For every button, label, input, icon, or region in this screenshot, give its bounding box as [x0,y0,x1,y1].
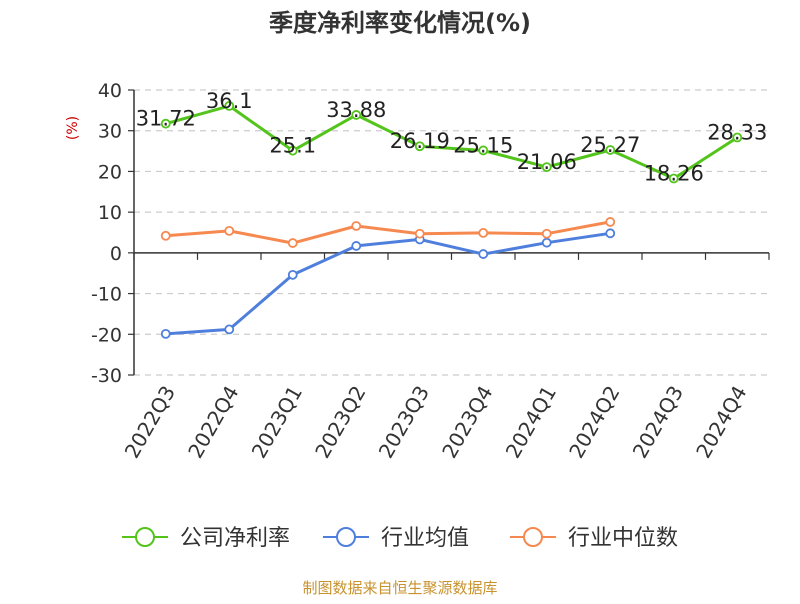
data-point [160,230,171,241]
data-point [351,241,362,251]
x-tick-label: 2023Q1 [247,382,307,463]
data-point [160,328,171,339]
data-point [224,324,235,335]
data-point [605,228,616,239]
data-point [478,249,489,259]
y-tick-label: -20 [91,324,122,346]
series-layer [160,100,743,339]
data-label: 21.06 [517,150,577,174]
y-axis-label: (%) [65,116,81,140]
chart-source: 制图数据来自恒生聚源数据库 [302,579,497,597]
data-label: 25.27 [580,133,640,157]
x-tick-label: 2023Q2 [310,382,370,463]
legend-label: 公司净利率 [180,526,290,551]
legend-label: 行业均值 [381,526,469,551]
data-point [414,141,425,152]
data-label: 25.1 [269,134,316,158]
data-point [668,173,679,184]
data-point [287,269,298,280]
x-tick-label: 2023Q4 [437,382,497,463]
legend-marker [135,527,155,547]
data-point [605,145,616,155]
x-tick-label: 2022Q3 [120,382,180,463]
legend-marker [523,527,543,547]
data-label: 36.1 [206,89,253,113]
data-point [351,110,362,120]
series-line [165,231,611,336]
y-tick-label: 0 [110,243,122,265]
y-tick-label: -10 [91,284,122,306]
data-point [478,228,489,238]
x-tick-label: 2024Q2 [564,382,624,463]
data-label: 31.72 [136,107,196,131]
data-label: 26.19 [390,129,450,153]
chart-title: 季度净利率变化情况(%) [269,9,531,37]
legend-marker [336,527,356,547]
y-tick-label: 10 [98,202,122,224]
y-tick-label: 30 [98,121,122,143]
x-tick-label: 2023Q3 [374,382,434,463]
y-tick-label: -30 [91,365,122,387]
data-label: 25.15 [453,133,513,157]
data-point [287,238,298,248]
series-line [165,220,611,245]
data-point [414,228,425,239]
data-point [224,225,235,236]
data-label: 18.26 [644,162,704,186]
data-point [605,217,616,227]
legend-label: 行业中位数 [568,526,678,551]
y-tick-label: 40 [98,80,122,102]
data-point [478,145,489,156]
data-point [541,162,552,173]
x-tick-label: 2024Q3 [628,382,688,463]
data-label: 33.88 [326,98,386,122]
data-point [732,132,743,143]
x-tick-label: 2022Q4 [183,382,243,463]
data-label: 28.33 [707,121,767,145]
x-tick-label: 2024Q4 [691,382,751,463]
data-point [224,100,235,111]
data-point [351,221,362,231]
data-point [541,228,552,239]
series-line [165,104,739,180]
grid-layer [134,89,769,376]
y-tick-label: 20 [98,161,122,183]
data-point [541,237,552,248]
legend: 公司净利率 行业均值 行业中位数 [122,526,678,551]
data-point [160,118,171,129]
data-point [287,145,298,156]
x-tick-label: 2024Q1 [501,382,561,463]
